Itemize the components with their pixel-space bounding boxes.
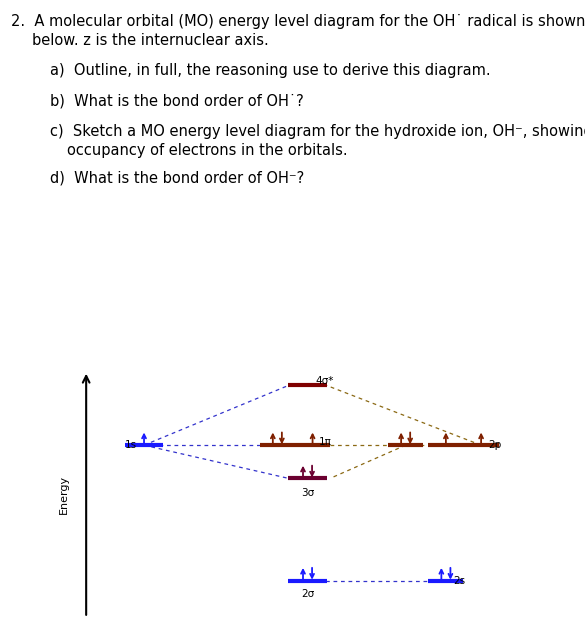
Text: Energy: Energy bbox=[58, 475, 68, 514]
Text: 3σ: 3σ bbox=[301, 488, 314, 498]
Text: below. z is the internuclear axis.: below. z is the internuclear axis. bbox=[32, 33, 269, 48]
Text: 2σ: 2σ bbox=[301, 589, 314, 599]
Text: 2p: 2p bbox=[488, 440, 502, 450]
Text: d)  What is the bond order of OH⁻?: d) What is the bond order of OH⁻? bbox=[50, 171, 304, 186]
Text: a)  Outline, in full, the reasoning use to derive this diagram.: a) Outline, in full, the reasoning use t… bbox=[50, 63, 490, 78]
Text: 2.  A molecular orbital (MO) energy level diagram for the OH˙ radical is shown: 2. A molecular orbital (MO) energy level… bbox=[11, 14, 585, 29]
Text: c)  Sketch a MO energy level diagram for the hydroxide ion, OH⁻, showing the: c) Sketch a MO energy level diagram for … bbox=[50, 124, 585, 139]
Text: 2s: 2s bbox=[453, 576, 466, 586]
Text: occupancy of electrons in the orbitals.: occupancy of electrons in the orbitals. bbox=[67, 143, 348, 159]
Text: 4σ*: 4σ* bbox=[315, 375, 333, 386]
Text: 1s: 1s bbox=[125, 440, 136, 450]
Text: b)  What is the bond order of OH˙?: b) What is the bond order of OH˙? bbox=[50, 94, 304, 109]
Text: 1π: 1π bbox=[319, 437, 332, 447]
